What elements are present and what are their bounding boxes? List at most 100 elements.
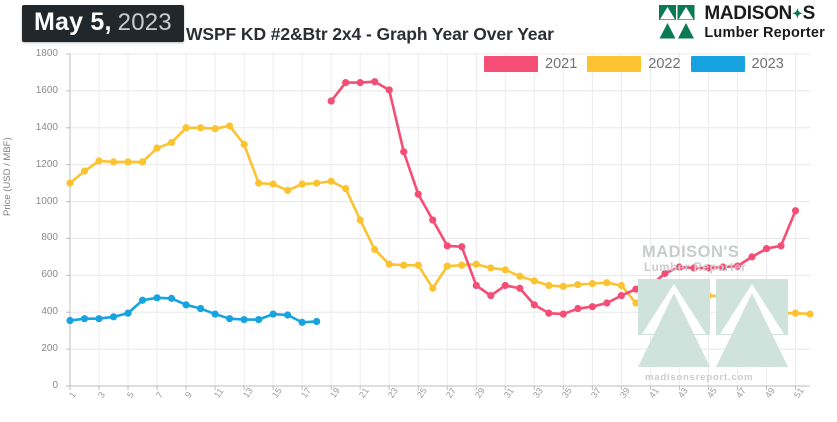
data-point[interactable] [487, 292, 495, 300]
data-point[interactable] [429, 216, 437, 224]
data-point[interactable] [661, 294, 669, 302]
data-point[interactable] [66, 316, 74, 325]
data-point[interactable] [806, 310, 814, 318]
data-point[interactable] [255, 179, 263, 187]
data-point[interactable] [530, 301, 538, 309]
data-point[interactable] [356, 216, 364, 224]
data-point[interactable] [240, 316, 248, 324]
data-point[interactable] [530, 277, 538, 285]
data-point[interactable] [327, 177, 335, 185]
data-point[interactable] [66, 179, 74, 187]
data-point[interactable] [298, 180, 306, 188]
data-point[interactable] [167, 294, 176, 302]
data-point[interactable] [182, 124, 190, 132]
data-point[interactable] [196, 304, 205, 313]
data-point[interactable] [458, 243, 466, 251]
data-point[interactable] [545, 281, 553, 290]
data-point[interactable] [443, 242, 451, 250]
data-point[interactable] [400, 148, 408, 156]
data-point[interactable] [429, 284, 437, 292]
data-point[interactable] [400, 261, 408, 269]
data-point[interactable] [414, 261, 422, 269]
data-point[interactable] [472, 281, 480, 290]
data-point[interactable] [95, 157, 103, 165]
data-point[interactable] [138, 158, 147, 166]
data-point[interactable] [661, 269, 669, 278]
data-point[interactable] [704, 292, 713, 300]
data-point[interactable] [704, 264, 713, 272]
data-point[interactable] [371, 245, 379, 254]
data-point[interactable] [603, 279, 611, 287]
data-point[interactable] [80, 167, 89, 175]
data-point[interactable] [777, 242, 785, 250]
data-point[interactable] [342, 185, 350, 193]
data-point[interactable] [617, 281, 625, 290]
data-point[interactable] [646, 281, 654, 290]
data-point[interactable] [211, 125, 219, 133]
data-point[interactable] [109, 158, 118, 166]
data-point[interactable] [313, 179, 321, 187]
data-point[interactable] [153, 294, 161, 302]
data-point[interactable] [284, 311, 292, 319]
legend-item-2022[interactable]: 2022 [587, 56, 681, 72]
data-point[interactable] [719, 292, 727, 301]
legend-item-2023[interactable]: 2023 [690, 56, 784, 72]
data-point[interactable] [646, 297, 654, 305]
data-point[interactable] [762, 244, 771, 253]
data-point[interactable] [516, 272, 524, 280]
data-point[interactable] [109, 313, 118, 321]
data-point[interactable] [182, 301, 190, 309]
data-point[interactable] [791, 207, 800, 215]
data-point[interactable] [226, 315, 234, 323]
data-point[interactable] [690, 264, 698, 272]
data-point[interactable] [559, 310, 567, 318]
data-point[interactable] [80, 315, 89, 323]
data-point[interactable] [167, 138, 176, 147]
data-point[interactable] [298, 318, 306, 326]
data-point[interactable] [269, 180, 277, 188]
data-point[interactable] [762, 308, 771, 316]
data-point[interactable] [443, 262, 451, 270]
data-point[interactable] [487, 264, 495, 272]
data-point[interactable] [588, 280, 596, 288]
data-point[interactable] [255, 316, 263, 324]
data-point[interactable] [675, 263, 684, 271]
data-point[interactable] [719, 263, 727, 271]
data-point[interactable] [516, 284, 524, 292]
data-point[interactable] [733, 262, 742, 270]
legend-item-2021[interactable]: 2021 [484, 56, 577, 72]
data-point[interactable] [472, 260, 480, 268]
data-point[interactable] [675, 293, 684, 302]
data-point[interactable] [95, 315, 103, 323]
data-point[interactable] [632, 285, 640, 293]
data-point[interactable] [356, 78, 364, 87]
data-point[interactable] [414, 190, 422, 198]
data-point[interactable] [559, 282, 567, 290]
data-point[interactable] [603, 299, 611, 307]
data-point[interactable] [545, 309, 553, 317]
data-point[interactable] [211, 310, 219, 318]
data-point[interactable] [501, 281, 509, 290]
data-point[interactable] [284, 186, 292, 195]
data-point[interactable] [458, 261, 466, 269]
data-point[interactable] [240, 140, 248, 148]
data-point[interactable] [748, 253, 756, 261]
data-point[interactable] [588, 303, 596, 311]
data-point[interactable] [138, 296, 147, 304]
data-point[interactable] [690, 292, 698, 300]
data-point[interactable] [226, 122, 234, 130]
data-point[interactable] [791, 309, 800, 317]
data-point[interactable] [632, 299, 640, 307]
data-point[interactable] [124, 158, 132, 166]
data-point[interactable] [313, 317, 321, 326]
data-point[interactable] [733, 293, 742, 302]
data-point[interactable] [748, 298, 756, 306]
data-point[interactable] [371, 78, 379, 86]
data-point[interactable] [574, 304, 582, 313]
data-point[interactable] [385, 260, 393, 268]
data-point[interactable] [124, 309, 132, 317]
data-point[interactable] [196, 124, 205, 132]
data-point[interactable] [501, 266, 509, 274]
data-point[interactable] [153, 144, 161, 152]
data-point[interactable] [574, 280, 582, 289]
